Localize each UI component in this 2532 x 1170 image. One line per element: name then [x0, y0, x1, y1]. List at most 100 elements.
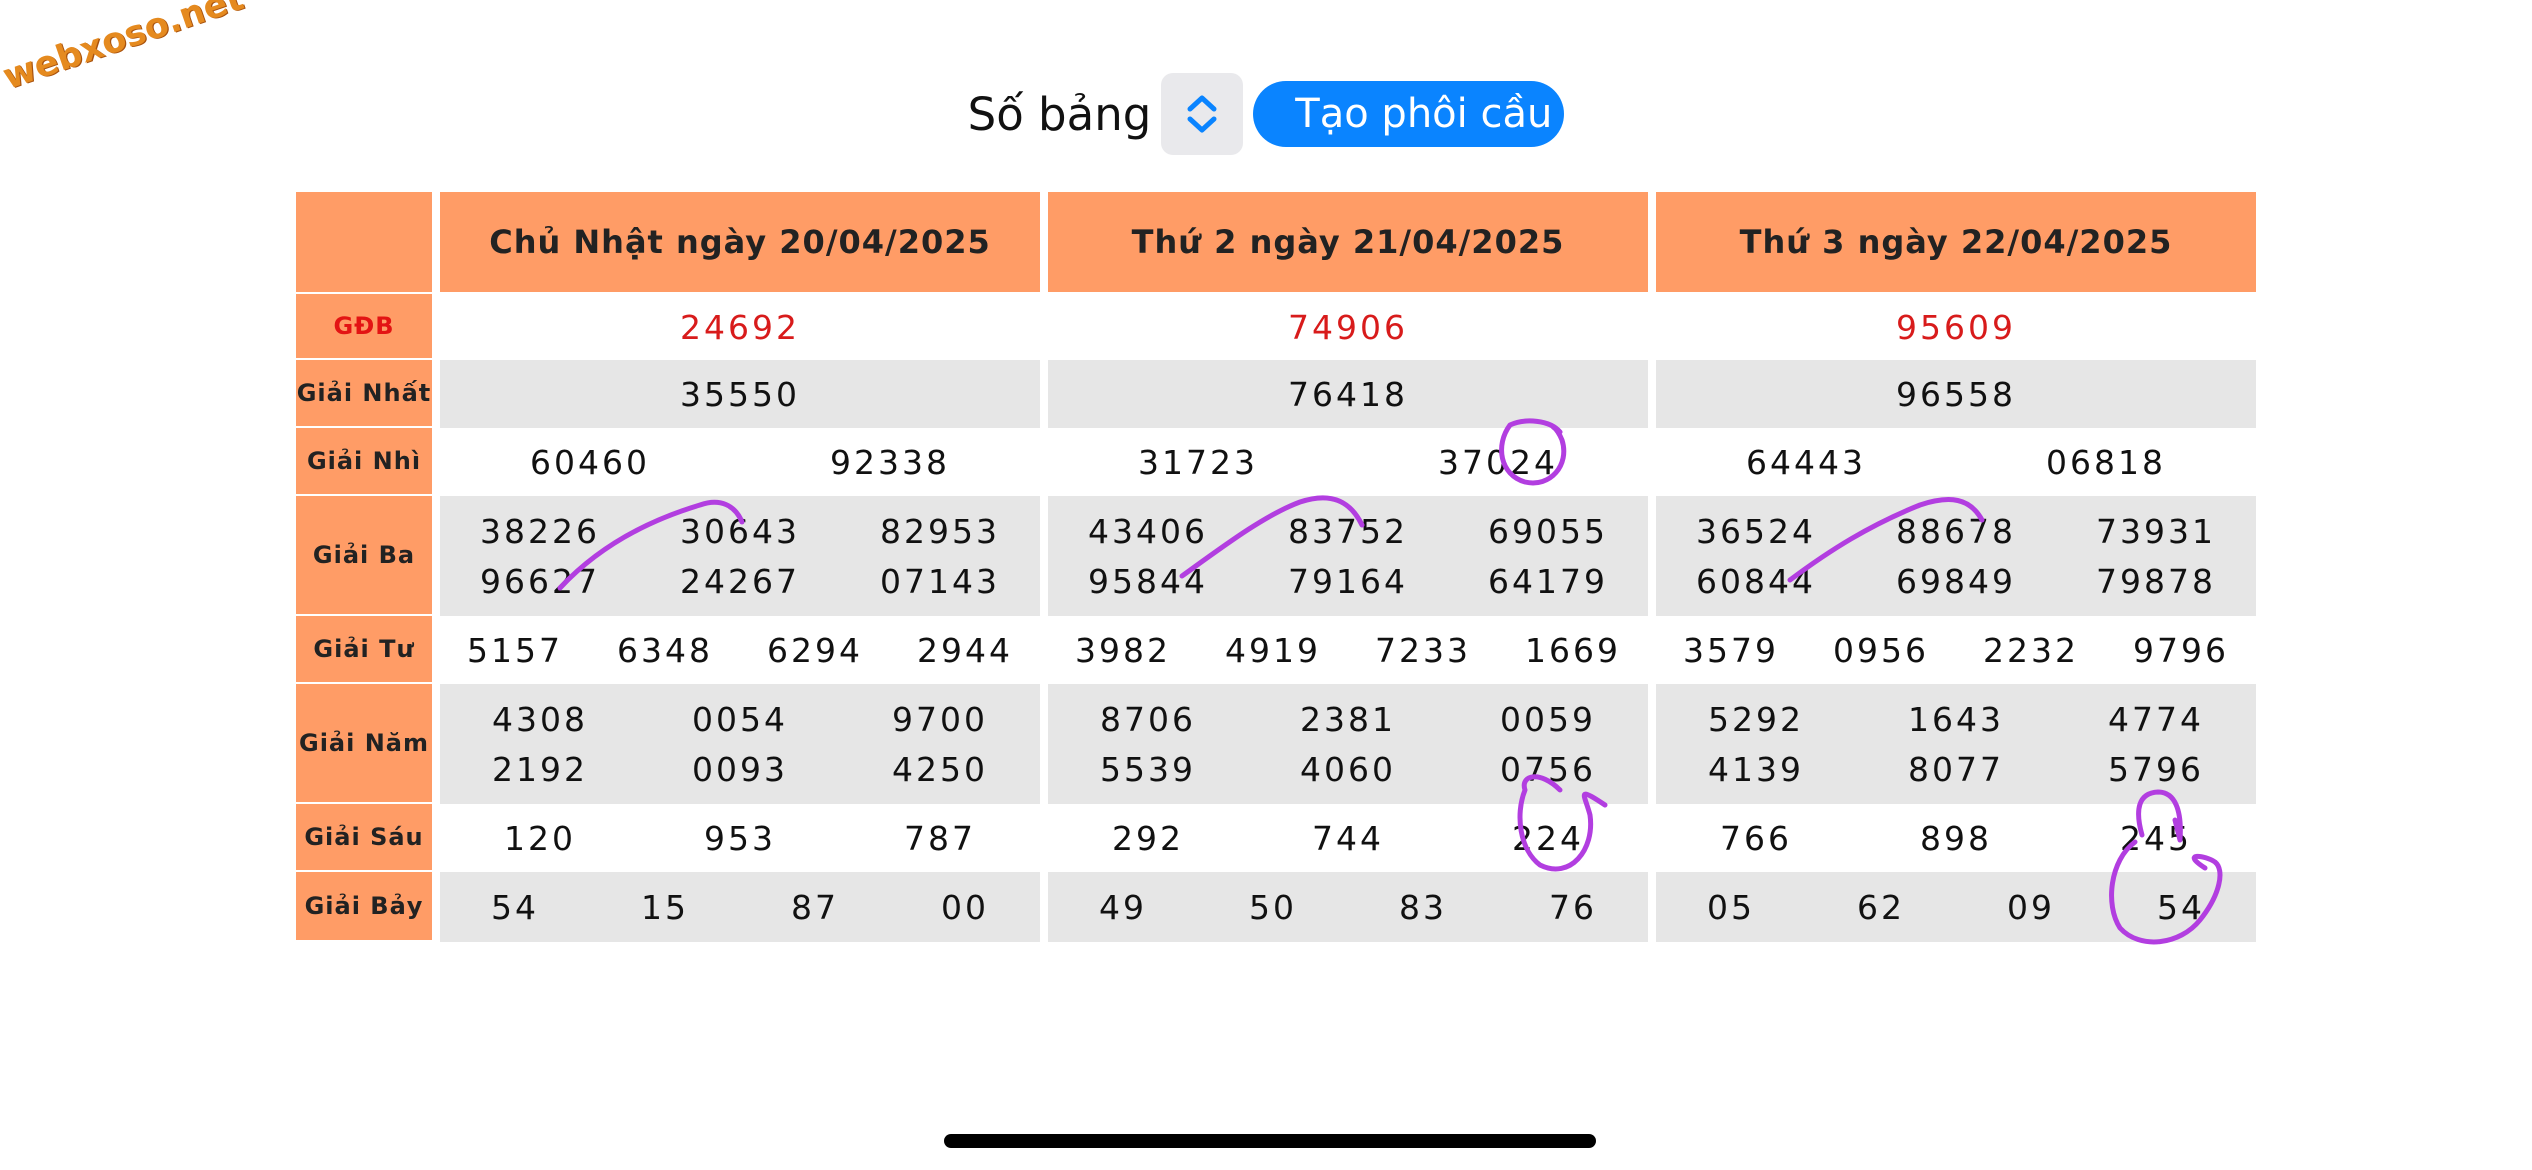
prize-number: 37024 [1438, 442, 1558, 482]
prize-cell: 766 898 245 [1656, 804, 2256, 872]
prize-cell: 60460 92338 [440, 428, 1040, 496]
prize-number: 54 [491, 887, 539, 927]
prize-number: 1643 [1908, 699, 2004, 739]
table-count-label: Số bảng [967, 87, 1152, 141]
prize-number: 5539 [1100, 749, 1196, 789]
prize-cell: 24692 [440, 294, 1040, 360]
prize-cell: 5292 1643 4774 4139 8077 5796 [1656, 684, 2256, 804]
prize-line: 96558 [1656, 375, 2256, 414]
prize-number: 24692 [680, 307, 800, 347]
prize-number: 292 [1112, 818, 1184, 858]
prize-number: 2192 [492, 749, 588, 789]
prize-number: 2232 [1983, 630, 2079, 670]
prize-number: 96558 [1896, 374, 2016, 414]
prize-number: 96627 [480, 561, 600, 601]
prize-line: 8706 2381 0059 [1048, 699, 1648, 739]
prize-number: 43406 [1088, 511, 1208, 551]
prize-line: 74906 [1048, 308, 1648, 347]
prize-number: 4060 [1300, 749, 1396, 789]
prize-number: 898 [1920, 818, 1992, 858]
prize-number: 224 [1512, 818, 1584, 858]
prize-line: 5157 6348 6294 2944 [440, 631, 1040, 670]
results-table: Chủ Nhật ngày 20/04/2025 Thứ 2 ngày 21/04… [296, 192, 2256, 942]
chevron-up-down-icon [1187, 95, 1217, 133]
prize-line: 5539 4060 0756 [1048, 749, 1648, 789]
header-corner [296, 192, 432, 294]
prize-number: 62 [1857, 887, 1905, 927]
prize-cell: 05 62 09 54 [1656, 872, 2256, 942]
prize-number: 1669 [1525, 630, 1621, 670]
prize-line: 49 50 83 76 [1048, 888, 1648, 927]
prize-number: 74906 [1288, 307, 1408, 347]
prize-number: 35550 [680, 374, 800, 414]
prize-line: 2192 0093 4250 [440, 749, 1040, 789]
prize-number: 3982 [1075, 630, 1171, 670]
prize-line: 43406 83752 69055 [1048, 511, 1648, 551]
prize-number: 95609 [1896, 307, 2016, 347]
prize-number: 31723 [1138, 442, 1258, 482]
prize-number: 79164 [1288, 561, 1408, 601]
prize-cell: 76418 [1048, 360, 1648, 428]
prize-cell: 36524 88678 73931 60844 69849 79878 [1656, 496, 2256, 616]
prize-number: 0059 [1500, 699, 1596, 739]
prize-cell: 4308 0054 9700 2192 0093 4250 [440, 684, 1040, 804]
prize-lines: 8706 2381 0059 5539 4060 0756 [1048, 699, 1648, 789]
prize-number: 82953 [880, 511, 1000, 551]
prize-line: 292 744 224 [1048, 819, 1648, 858]
prize-number: 54 [2157, 887, 2205, 927]
prize-line: 60460 92338 [440, 443, 1040, 482]
row-label: Giải Bảy [296, 872, 432, 942]
prize-cell: 8706 2381 0059 5539 4060 0756 [1048, 684, 1648, 804]
prize-number: 4774 [2108, 699, 2204, 739]
prize-number: 4250 [892, 749, 988, 789]
prize-number: 60460 [530, 442, 650, 482]
prize-number: 0756 [1500, 749, 1596, 789]
prize-number: 83 [1399, 887, 1447, 927]
prize-number: 744 [1312, 818, 1384, 858]
prize-lines: 4308 0054 9700 2192 0093 4250 [440, 699, 1040, 789]
prize-number: 6294 [767, 630, 863, 670]
prize-line: 05 62 09 54 [1656, 888, 2256, 927]
prize-number: 15 [641, 887, 689, 927]
prize-number: 3579 [1683, 630, 1779, 670]
toolbar: Số bảng Tạo phôi cầu [0, 72, 2532, 156]
prize-line: 76418 [1048, 375, 1648, 414]
prize-number: 60844 [1696, 561, 1816, 601]
prize-number: 766 [1720, 818, 1792, 858]
prize-number: 05 [1707, 887, 1755, 927]
prize-line: 4308 0054 9700 [440, 699, 1040, 739]
prize-number: 2944 [917, 630, 1013, 670]
prize-number: 4308 [492, 699, 588, 739]
row-label: Giải Sáu [296, 804, 432, 872]
prize-number: 69055 [1488, 511, 1608, 551]
prize-line: 31723 37024 [1048, 443, 1648, 482]
prize-cell: 49 50 83 76 [1048, 872, 1648, 942]
prize-number: 76 [1549, 887, 1597, 927]
prize-number: 50 [1249, 887, 1297, 927]
row-label: Giải Nhất [296, 360, 432, 428]
prize-cell: 120 953 787 [440, 804, 1040, 872]
prize-number: 8706 [1100, 699, 1196, 739]
prize-cell: 31723 37024 [1048, 428, 1648, 496]
prize-number: 7233 [1375, 630, 1471, 670]
prize-number: 00 [941, 887, 989, 927]
prize-number: 9796 [2133, 630, 2229, 670]
prize-cell: 5157 6348 6294 2944 [440, 616, 1040, 684]
prize-number: 120 [504, 818, 576, 858]
prize-number: 5157 [467, 630, 563, 670]
prize-lines: 5292 1643 4774 4139 8077 5796 [1656, 699, 2256, 789]
prize-lines: 43406 83752 69055 95844 79164 64179 [1048, 511, 1648, 601]
day-header: Thứ 3 ngày 22/04/2025 [1656, 192, 2256, 294]
prize-number: 0956 [1833, 630, 1929, 670]
prize-cell: 292 744 224 [1048, 804, 1648, 872]
prize-line: 64443 06818 [1656, 443, 2256, 482]
prize-number: 73931 [2096, 511, 2216, 551]
prize-line: 60844 69849 79878 [1656, 561, 2256, 601]
prize-cell: 54 15 87 00 [440, 872, 1040, 942]
prize-number: 88678 [1896, 511, 2016, 551]
table-count-stepper[interactable] [1161, 73, 1244, 155]
generate-button[interactable]: Tạo phôi cầu [1253, 81, 1565, 147]
prize-number: 9700 [892, 699, 988, 739]
row-label: Giải Ba [296, 496, 432, 616]
prize-line: 4139 8077 5796 [1656, 750, 2256, 789]
